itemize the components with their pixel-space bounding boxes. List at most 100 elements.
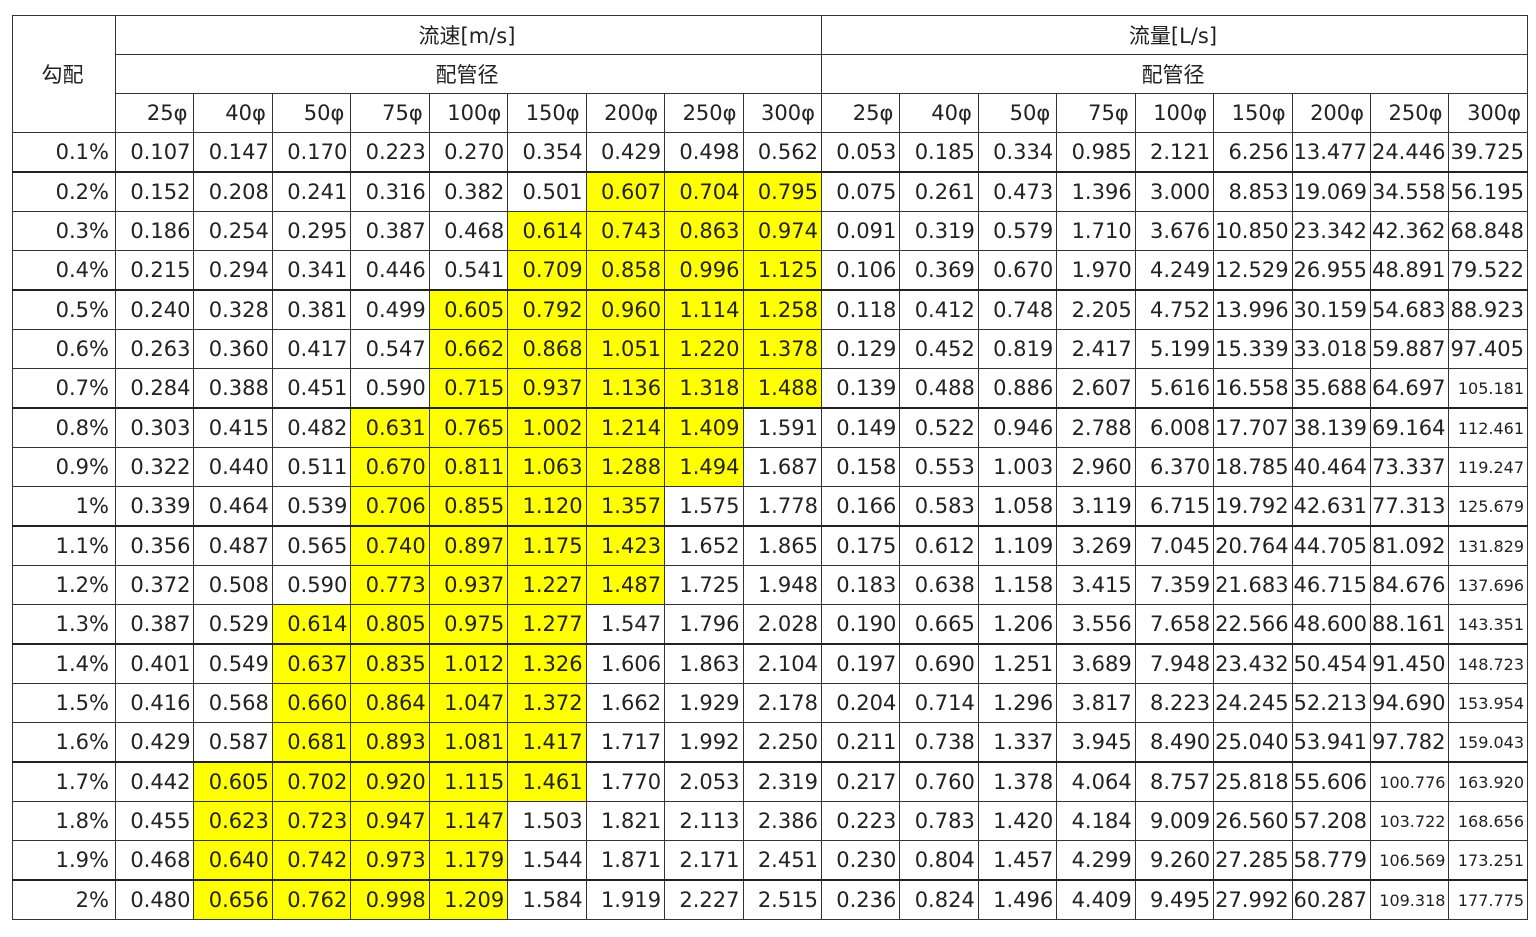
table-row: 1.2% 0.372 0.508 0.590 0.773 0.937 1.227 1.487 1… [12, 565, 1528, 605]
table-row: 0.3% 0.186 0.254 0.295 0.387 0.468 0.614 0.743 0… [12, 211, 1528, 251]
flow-cell: 0.738 [899, 722, 979, 763]
velocity-cell: 0.864 [350, 683, 430, 723]
flow-cell: 10.850 [1213, 211, 1293, 251]
velocity-cell: 0.539 [271, 486, 352, 527]
velocity-diameter-header: 25φ [114, 93, 195, 133]
grade-cell: 1.7% [12, 761, 116, 802]
flow-cell: 4.752 [1134, 289, 1215, 330]
velocity-cell: 0.339 [114, 486, 195, 527]
velocity-cell: 0.897 [428, 525, 509, 566]
velocity-cell: 0.241 [271, 171, 352, 212]
flow-cell: 94.690 [1369, 683, 1450, 723]
velocity-cell: 1.120 [507, 486, 587, 527]
flow-cell: 9.009 [1134, 801, 1215, 841]
velocity-cell: 1.544 [507, 840, 587, 881]
flow-cell: 19.792 [1213, 486, 1293, 527]
velocity-cell: 1.326 [507, 643, 587, 684]
velocity-cell: 1.258 [742, 289, 822, 330]
flow-cell: 35.688 [1291, 368, 1372, 409]
grade-cell: 1.3% [12, 604, 116, 645]
velocity-diameter-header: 50φ [271, 93, 352, 133]
grade-cell: 0.1% [12, 132, 116, 173]
velocity-cell: 1.012 [428, 643, 509, 684]
velocity-cell: 1.919 [585, 879, 666, 920]
velocity-cell: 0.295 [271, 211, 352, 251]
velocity-cell: 1.423 [585, 525, 666, 566]
velocity-diameter-header: 100φ [428, 93, 509, 133]
flow-cell: 27.285 [1213, 840, 1293, 881]
flow-cell: 1.396 [1056, 171, 1136, 212]
velocity-cell: 0.590 [350, 368, 430, 409]
velocity-cell: 1.125 [742, 250, 822, 291]
flow-cell: 7.045 [1134, 525, 1215, 566]
flow-cell: 0.886 [977, 368, 1058, 409]
velocity-cell: 0.464 [193, 486, 273, 527]
velocity-cell: 0.704 [664, 171, 744, 212]
velocity-cell: 0.975 [428, 604, 509, 645]
velocity-cell: 1.461 [507, 761, 587, 802]
flow-cell: 50.454 [1291, 643, 1372, 684]
velocity-cell: 1.606 [585, 643, 666, 684]
velocity-cell: 0.451 [271, 368, 352, 409]
flow-cell: 54.683 [1369, 289, 1450, 330]
flow-cell: 1.251 [977, 643, 1058, 684]
flow-cell: 0.824 [899, 879, 979, 920]
flow-cell: 8.223 [1134, 683, 1215, 723]
velocity-cell: 2.113 [664, 801, 744, 841]
velocity-cell: 1.796 [664, 604, 744, 645]
flow-cell: 97.782 [1369, 722, 1450, 763]
velocity-cell: 0.656 [193, 879, 273, 920]
velocity-cell: 2.227 [664, 879, 744, 920]
velocity-cell: 2.250 [742, 722, 822, 763]
flow-cell: 112.461 [1448, 407, 1528, 448]
flow-cell: 1.710 [1056, 211, 1136, 251]
flow-cell: 1.970 [1056, 250, 1136, 291]
flow-cell: 39.725 [1448, 132, 1528, 173]
velocity-cell: 0.468 [114, 840, 195, 881]
velocity-cell: 0.795 [742, 171, 822, 212]
velocity-cell: 0.468 [428, 211, 509, 251]
velocity-cell: 0.743 [585, 211, 666, 251]
flow-cell: 12.529 [1213, 250, 1293, 291]
flow-cell: 6.715 [1134, 486, 1215, 527]
velocity-cell: 1.992 [664, 722, 744, 763]
grade-cell: 1% [12, 486, 116, 527]
flow-cell: 40.464 [1291, 447, 1372, 487]
flow-cell: 3.556 [1056, 604, 1136, 645]
velocity-cell: 1.115 [428, 761, 509, 802]
velocity-cell: 1.357 [585, 486, 666, 527]
table-row: 0.9% 0.322 0.440 0.511 0.670 0.811 1.063 1.288 1… [12, 447, 1528, 487]
velocity-cell: 1.081 [428, 722, 509, 763]
velocity-cell: 0.487 [193, 525, 273, 566]
velocity-cell: 2.028 [742, 604, 822, 645]
flow-cell: 0.714 [899, 683, 979, 723]
flow-cell: 97.405 [1448, 329, 1528, 369]
velocity-cell: 0.947 [350, 801, 430, 841]
flow-cell: 0.452 [899, 329, 979, 369]
flow-cell: 7.359 [1134, 565, 1215, 605]
velocity-cell: 0.417 [271, 329, 352, 369]
velocity-cell: 0.170 [271, 132, 352, 173]
velocity-cell: 1.929 [664, 683, 744, 723]
flow-cell: 119.247 [1448, 447, 1528, 487]
flow-cell: 73.337 [1369, 447, 1450, 487]
velocity-cell: 0.442 [114, 761, 195, 802]
flow-cell: 105.181 [1448, 368, 1528, 409]
velocity-cell: 0.723 [271, 801, 352, 841]
velocity-cell: 1.175 [507, 525, 587, 566]
table-row: 0.5% 0.240 0.328 0.381 0.499 0.605 0.792 0.960 1… [12, 289, 1528, 330]
velocity-cell: 0.590 [271, 565, 352, 605]
velocity-cell: 0.996 [664, 250, 744, 291]
velocity-cell: 1.488 [742, 368, 822, 409]
flow-cell: 20.764 [1213, 525, 1293, 566]
grade-cell: 1.4% [12, 643, 116, 684]
flow-cell: 77.313 [1369, 486, 1450, 527]
velocity-cell: 0.294 [193, 250, 273, 291]
velocity-cell: 0.974 [742, 211, 822, 251]
velocity-cell: 0.429 [114, 722, 195, 763]
flow-cell: 0.053 [820, 132, 901, 173]
velocity-cell: 2.451 [742, 840, 822, 881]
flow-cell: 1.457 [977, 840, 1058, 881]
flow-cell: 0.670 [977, 250, 1058, 291]
flow-diameter-header: 25φ [820, 93, 901, 133]
